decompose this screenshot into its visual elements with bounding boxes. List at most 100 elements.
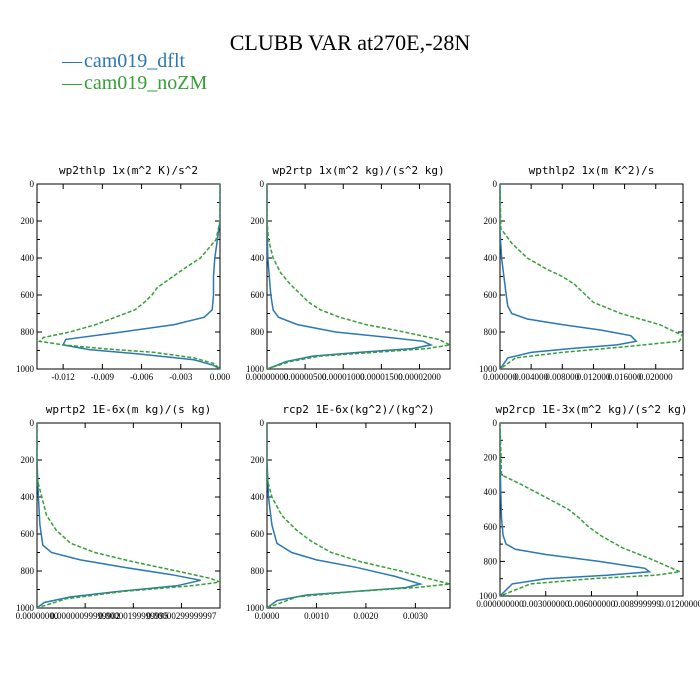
- y-tick-label: 600: [21, 290, 35, 300]
- y-tick-label: 400: [484, 253, 498, 263]
- y-tick-label: 1000: [16, 603, 35, 613]
- panel-title: wprtp2 1E-6x(m kg)/(s kg): [46, 403, 212, 416]
- panel-2: wp2rtp 1x(m^2 kg)/(s^2 kg) 0 200 400 600 800 1…: [246, 164, 451, 382]
- x-tick-label: 0.000: [210, 372, 231, 382]
- y-tick-label: 600: [21, 529, 35, 539]
- legend-label-nozm: cam019_noZM: [84, 72, 208, 94]
- y-tick-label: 200: [21, 216, 35, 226]
- x-tick-label: 0.0030: [403, 611, 428, 621]
- y-tick-label: 0: [30, 179, 35, 189]
- y-tick-label: 0: [260, 418, 265, 428]
- panel-title: wpthlp2 1x(m K^2)/s: [529, 164, 655, 177]
- series-line-dflt: [61, 184, 220, 369]
- y-tick-label: 0: [30, 418, 35, 428]
- x-tick-label: 0.020000: [639, 372, 673, 382]
- panel-title: wp2rtp 1x(m^2 kg)/(s^2 kg): [272, 164, 444, 177]
- panel-title: wp2thlp 1x(m^2 K)/s^2: [59, 164, 198, 177]
- x-tick-label: 0.00000500: [284, 372, 327, 382]
- x-tick-label: -0.006: [130, 372, 154, 382]
- legend-line-nozm: —: [62, 72, 82, 94]
- x-tick-label: 0.00000199999995: [98, 611, 168, 621]
- y-tick-label: 800: [484, 556, 498, 566]
- y-tick-label: 400: [21, 253, 35, 263]
- panel-title: rcp2 1E-6x(kg^2)/(kg^2): [282, 403, 434, 416]
- x-tick-label: 0.016000: [608, 372, 642, 382]
- x-tick-label: 0.004000: [514, 372, 548, 382]
- series-line-nozm: [37, 184, 220, 369]
- x-tick-label: -0.012: [52, 372, 75, 382]
- x-tick-label: 0.0010: [304, 611, 329, 621]
- series-line-dflt: [267, 423, 424, 608]
- x-tick-label: 0.00000000: [246, 372, 289, 382]
- y-tick-label: 600: [251, 529, 265, 539]
- y-tick-label: 1000: [246, 364, 265, 374]
- y-tick-label: 600: [484, 522, 498, 532]
- y-tick-label: 600: [251, 290, 265, 300]
- y-tick-label: 400: [484, 487, 498, 497]
- x-tick-label: 0.008000: [545, 372, 579, 382]
- x-tick-label: 0.0000: [255, 611, 280, 621]
- y-tick-label: 1000: [16, 364, 35, 374]
- y-tick-label: 400: [251, 253, 265, 263]
- y-tick-label: 0: [493, 179, 498, 189]
- y-tick-label: 800: [21, 566, 35, 576]
- y-tick-label: 600: [484, 290, 498, 300]
- y-tick-label: 200: [251, 216, 265, 226]
- x-tick-label: 0.012000: [577, 372, 611, 382]
- series-line-dflt: [37, 423, 201, 608]
- panel-5: rcp2 1E-6x(kg^2)/(kg^2) 0 200 400 600 800 1000…: [246, 403, 451, 621]
- plot-frame: [499, 183, 684, 370]
- series-line-nozm: [37, 423, 220, 608]
- y-tick-label: 1000: [479, 364, 498, 374]
- series-line-dflt: [500, 184, 638, 369]
- x-tick-label: -0.009: [91, 372, 115, 382]
- x-tick-label: 0.00001000: [322, 372, 365, 382]
- series-line-nozm: [267, 423, 450, 608]
- panel-title: wp2rcp 1E-3x(m^2 kg)/(s^2 kg): [495, 403, 687, 416]
- figure-title: CLUBB VAR at270E,-28N: [229, 30, 471, 55]
- y-tick-label: 200: [484, 216, 498, 226]
- y-tick-label: 0: [493, 418, 498, 428]
- y-tick-label: 400: [251, 492, 265, 502]
- x-tick-label: 0.00000299999997: [147, 611, 217, 621]
- y-tick-label: 800: [251, 566, 265, 576]
- y-tick-label: 400: [21, 492, 35, 502]
- x-tick-label: 0.003000000: [522, 599, 570, 609]
- series-line-dflt: [267, 184, 434, 369]
- x-tick-label: 0.000000000: [476, 599, 524, 609]
- y-tick-label: 0: [260, 179, 265, 189]
- x-tick-label: 0.006000000: [568, 599, 616, 609]
- series-line-nozm: [267, 184, 450, 369]
- panel-1: wp2thlp 1x(m^2 K)/s^2 0 200 400 600 800 1000 -0…: [16, 164, 231, 382]
- x-tick-label: 0.000000: [483, 372, 517, 382]
- series-line-nozm: [500, 423, 683, 596]
- panel-3: wpthlp2 1x(m K^2)/s020040060080010000.00…: [479, 164, 684, 382]
- series-line-dflt: [500, 423, 652, 596]
- x-tick-label: 0.012000000: [659, 599, 700, 609]
- y-tick-label: 800: [251, 327, 265, 337]
- x-tick-label: 0.00001500: [360, 372, 403, 382]
- series-line-nozm: [500, 184, 683, 369]
- legend-label-dflt: cam019_dflt: [84, 50, 186, 72]
- x-tick-label: 0.00002000: [398, 372, 441, 382]
- plot-frame: [36, 422, 221, 609]
- plot-frame: [499, 422, 684, 597]
- legend-item-dflt: — cam019_dflt: [62, 50, 185, 73]
- y-tick-label: 200: [484, 453, 498, 463]
- panel-6: wp2rcp 1E-3x(m^2 kg)/(s^2 kg) 0 200 400 600 8…: [476, 403, 700, 609]
- y-tick-label: 200: [251, 455, 265, 465]
- legend-line-dflt: —: [62, 50, 82, 72]
- x-tick-label: 0.00000000: [16, 611, 59, 621]
- x-tick-label: -0.003: [169, 372, 193, 382]
- y-tick-label: 800: [21, 327, 35, 337]
- plot-frame: [266, 422, 451, 609]
- y-tick-label: 200: [21, 455, 35, 465]
- y-tick-label: 1000: [246, 603, 265, 613]
- panel-4: wprtp2 1E-6x(m kg)/(s kg) 0 200 400 600 800 10…: [16, 403, 221, 621]
- y-tick-label: 800: [484, 327, 498, 337]
- legend-item-nozm: — cam019_noZM: [62, 72, 207, 95]
- x-tick-label: 0.00000099999902: [50, 611, 120, 621]
- x-tick-label: 0.0020: [354, 611, 379, 621]
